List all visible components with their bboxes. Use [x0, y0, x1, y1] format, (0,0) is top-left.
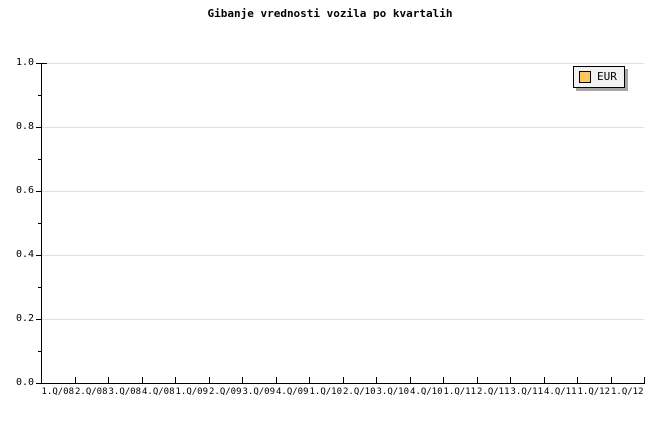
x-boundary-tick: [209, 377, 210, 383]
y-gridline: [41, 63, 644, 64]
y-minor-tick: [38, 287, 41, 288]
y-gridline: [41, 191, 644, 192]
y-tick-label: 0.2: [15, 313, 34, 324]
x-boundary-tick: [544, 377, 545, 383]
x-tick-label: 2.Q/08: [74, 387, 108, 397]
y-minor-tick: [38, 159, 41, 160]
legend-box: EUR: [573, 66, 625, 88]
y-minor-tick: [38, 223, 41, 224]
x-tick-label: 3.Q/10: [376, 387, 409, 397]
y-major-tick: [36, 383, 41, 384]
x-tick-label: 3.Q/08: [108, 387, 141, 397]
y-major-tick: [36, 127, 41, 128]
x-boundary-tick: [276, 377, 277, 383]
x-boundary-tick: [142, 377, 143, 383]
x-boundary-tick: [510, 377, 511, 383]
x-tick-label: 2.Q/10: [342, 387, 376, 397]
x-boundary-tick: [410, 377, 411, 383]
y-tick-label: 1.0: [15, 57, 34, 68]
x-boundary-tick: [611, 377, 612, 383]
y-tick-label: 0.8: [15, 121, 34, 132]
legend-label-eur: EUR: [597, 70, 617, 83]
y-major-tick: [36, 319, 41, 320]
x-boundary-tick: [644, 377, 645, 383]
y-major-tick: [36, 255, 41, 256]
legend-swatch-eur: [579, 71, 591, 83]
chart-title: Gibanje vrednosti vozila po kvartalih: [207, 7, 453, 20]
x-tick-label: 4.Q/11: [543, 387, 577, 397]
x-boundary-tick: [577, 377, 578, 383]
x-tick-label: 4.Q/08: [141, 387, 175, 397]
x-tick-label: 4.Q/10: [409, 387, 443, 397]
x-tick-label: 1.Q/09: [175, 387, 208, 397]
x-boundary-tick: [175, 377, 176, 383]
y-gridline: [41, 319, 644, 320]
x-tick-label: 2.Q/09: [208, 387, 242, 397]
x-tick-label: 1.Q/11: [443, 387, 476, 397]
x-boundary-tick: [477, 377, 478, 383]
y-minor-tick: [38, 351, 41, 352]
y-gridline: [41, 255, 644, 256]
y-minor-tick: [38, 95, 41, 96]
x-boundary-tick: [242, 377, 243, 383]
x-axis-line: [41, 383, 645, 384]
x-tick-label: 1.Q/10: [309, 387, 342, 397]
x-tick-label: 1.Q/08: [41, 387, 74, 397]
x-tick-label: 1.Q/12: [577, 387, 610, 397]
x-tick-label: 1.Q/12: [610, 387, 644, 397]
y-major-tick: [36, 63, 41, 64]
x-boundary-tick: [41, 377, 42, 383]
x-boundary-tick: [343, 377, 344, 383]
y-major-tick: [36, 191, 41, 192]
y-tick-label: 0.0: [15, 377, 34, 388]
x-boundary-tick: [108, 377, 109, 383]
y-tick-label: 0.4: [15, 249, 34, 260]
x-tick-label: 3.Q/11: [510, 387, 543, 397]
x-boundary-tick: [376, 377, 377, 383]
x-tick-label: 2.Q/11: [476, 387, 510, 397]
x-tick-label: 3.Q/09: [242, 387, 275, 397]
x-boundary-tick: [309, 377, 310, 383]
x-boundary-tick: [75, 377, 76, 383]
y-axis-line: [41, 63, 42, 384]
x-boundary-tick: [443, 377, 444, 383]
y-tick-label: 0.6: [15, 185, 34, 196]
x-tick-label: 4.Q/09: [275, 387, 309, 397]
y-axis-top-corner: [41, 63, 47, 64]
y-gridline: [41, 127, 644, 128]
